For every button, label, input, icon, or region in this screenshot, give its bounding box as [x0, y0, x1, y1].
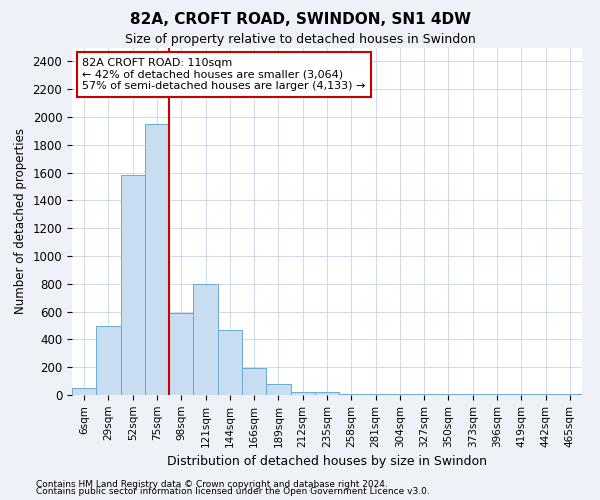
Bar — [412, 394, 436, 395]
Bar — [364, 394, 388, 395]
Bar — [242, 368, 266, 395]
Bar — [509, 394, 533, 395]
Bar — [461, 394, 485, 395]
Bar — [436, 394, 461, 395]
Text: 82A, CROFT ROAD, SWINDON, SN1 4DW: 82A, CROFT ROAD, SWINDON, SN1 4DW — [130, 12, 470, 28]
Bar — [218, 330, 242, 395]
Bar — [169, 313, 193, 395]
Bar — [388, 394, 412, 395]
Y-axis label: Number of detached properties: Number of detached properties — [14, 128, 27, 314]
Text: Size of property relative to detached houses in Swindon: Size of property relative to detached ho… — [125, 32, 475, 46]
Bar — [121, 176, 145, 395]
Bar — [315, 392, 339, 395]
Bar — [266, 384, 290, 395]
Text: Contains public sector information licensed under the Open Government Licence v3: Contains public sector information licen… — [36, 487, 430, 496]
Bar — [485, 394, 509, 395]
Bar — [290, 392, 315, 395]
Bar — [145, 124, 169, 395]
Bar — [72, 388, 96, 395]
Text: Contains HM Land Registry data © Crown copyright and database right 2024.: Contains HM Land Registry data © Crown c… — [36, 480, 388, 489]
Text: 82A CROFT ROAD: 110sqm
← 42% of detached houses are smaller (3,064)
57% of semi-: 82A CROFT ROAD: 110sqm ← 42% of detached… — [82, 58, 365, 91]
Bar — [96, 326, 121, 395]
X-axis label: Distribution of detached houses by size in Swindon: Distribution of detached houses by size … — [167, 455, 487, 468]
Bar — [339, 394, 364, 395]
Bar — [193, 284, 218, 395]
Bar — [558, 394, 582, 395]
Bar — [533, 394, 558, 395]
